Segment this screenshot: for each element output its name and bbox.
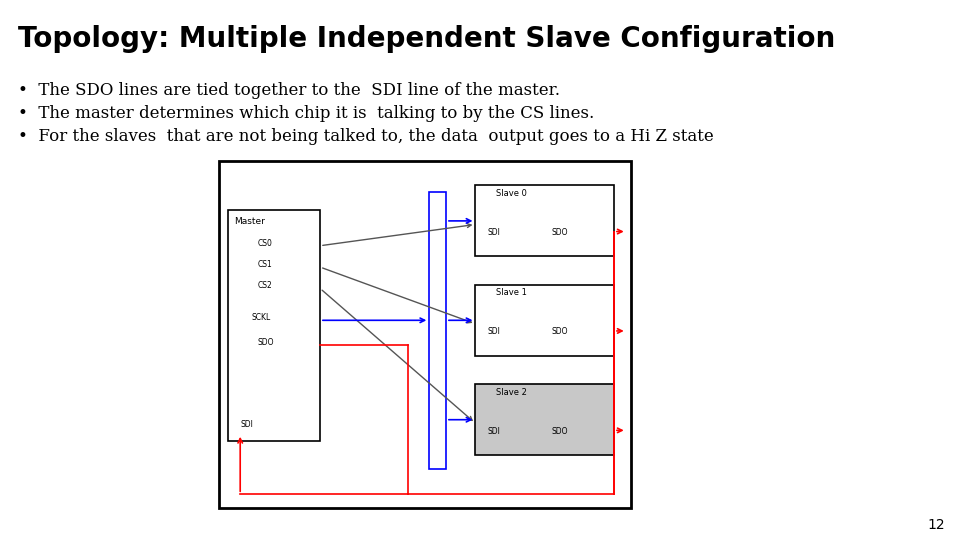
Text: SDO: SDO [551, 327, 567, 336]
Text: SDO: SDO [551, 228, 567, 237]
Text: Slave 0: Slave 0 [496, 189, 527, 198]
Bar [429, 192, 446, 469]
Text: 12: 12 [927, 518, 945, 532]
Text: CS1: CS1 [258, 260, 273, 269]
Bar [475, 185, 614, 256]
Text: •  For the slaves  that are not being talked to, the data  output goes to a Hi Z: • For the slaves that are not being talk… [18, 128, 713, 145]
Text: Slave 1: Slave 1 [496, 288, 527, 298]
Text: SDI: SDI [240, 420, 253, 429]
Text: CS0: CS0 [258, 239, 273, 248]
Text: CS2: CS2 [258, 281, 273, 291]
Text: SDI: SDI [488, 327, 501, 336]
Text: SDO: SDO [551, 427, 567, 436]
Text: Slave 2: Slave 2 [496, 388, 527, 397]
Text: Topology: Multiple Independent Slave Configuration: Topology: Multiple Independent Slave Con… [18, 25, 835, 53]
Text: Master: Master [234, 217, 265, 226]
Text: •  The master determines which chip it is  talking to by the CS lines.: • The master determines which chip it is… [18, 105, 594, 122]
Text: SDO: SDO [257, 338, 274, 347]
Text: •  The SDO lines are tied together to the  SDI line of the master.: • The SDO lines are tied together to the… [18, 82, 560, 99]
Text: SDI: SDI [488, 228, 501, 237]
Bar [475, 384, 614, 455]
Text: SCKL: SCKL [252, 313, 271, 322]
Bar [228, 210, 320, 441]
Bar [475, 285, 614, 356]
Text: SDI: SDI [488, 427, 501, 436]
